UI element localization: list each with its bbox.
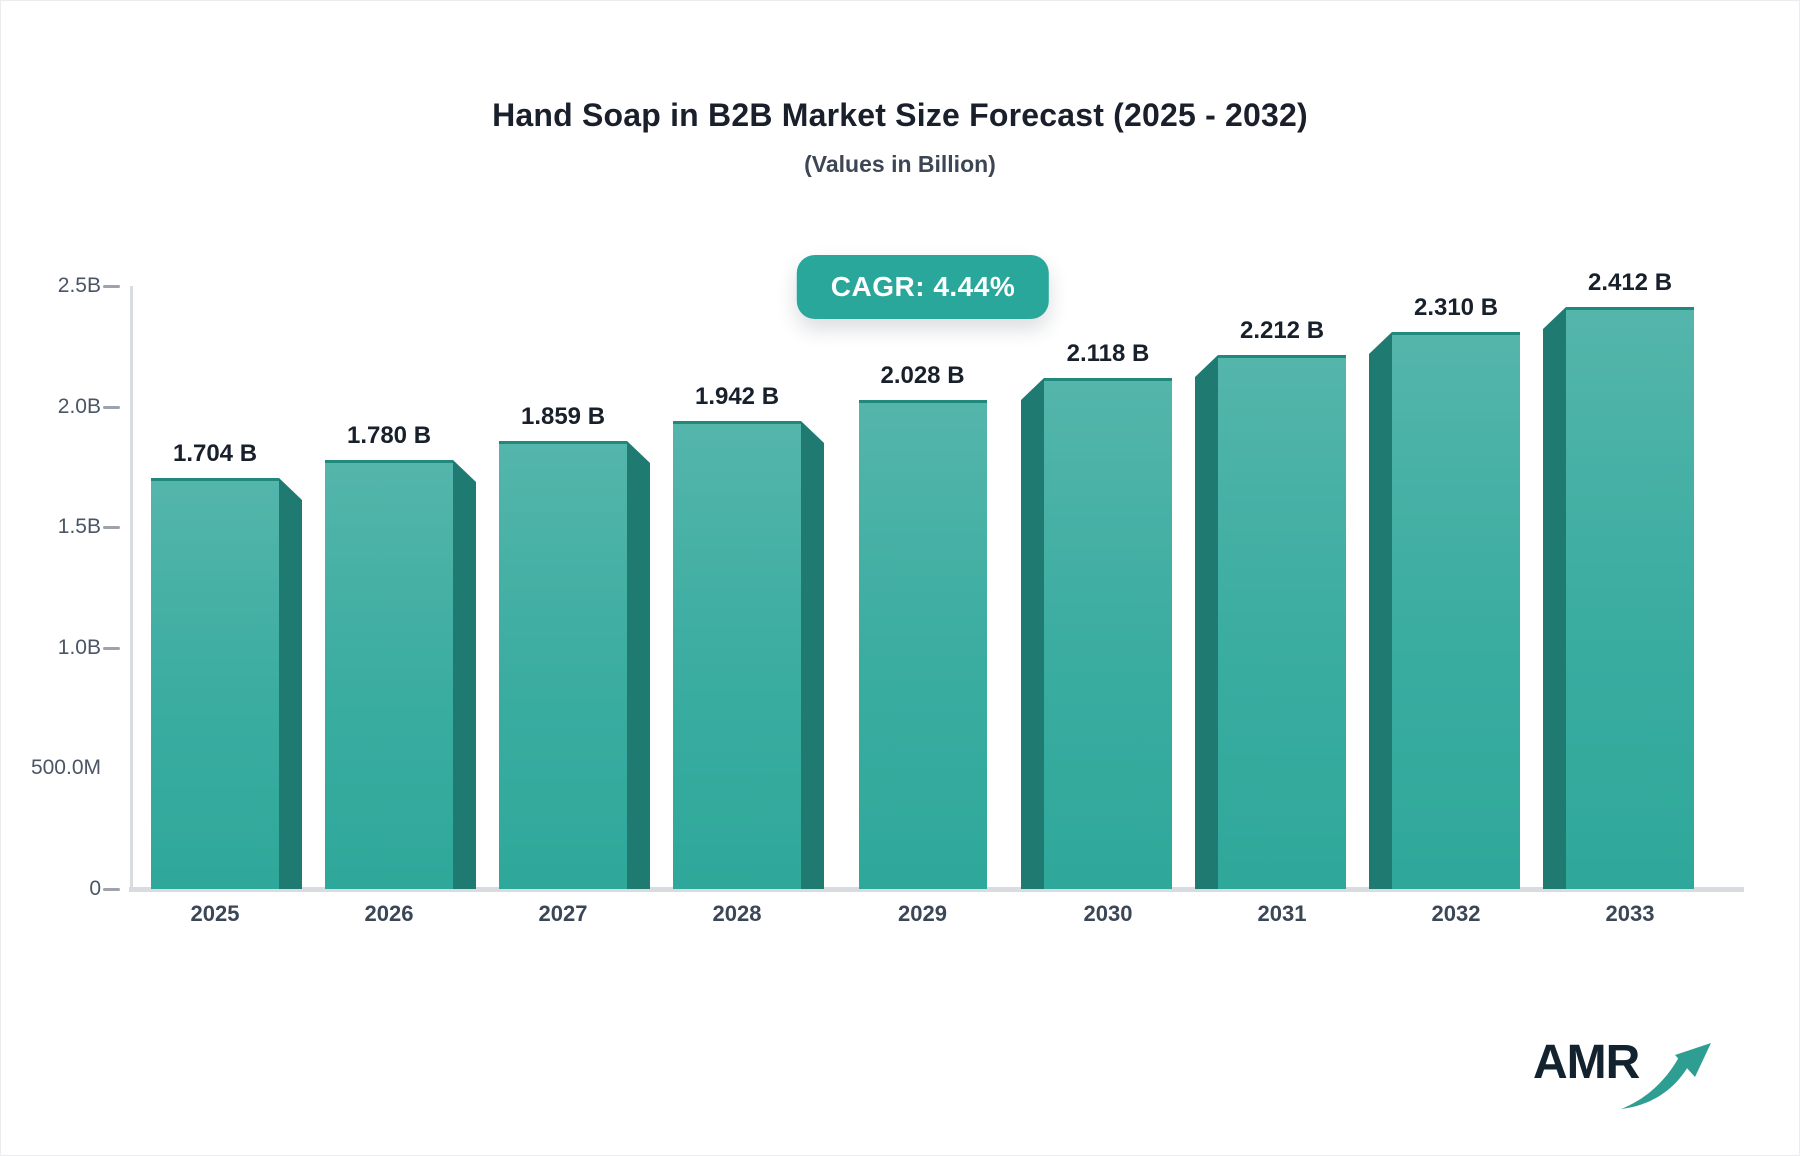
value-label-2030: 2.118 B bbox=[1066, 340, 1150, 367]
y-tick-mark bbox=[103, 646, 120, 650]
bar-2027 bbox=[499, 441, 650, 889]
bars-layer: 1.704 B 2025 1.780 B 2026 1.859 B 2027 1.942 B… bbox=[151, 269, 1694, 926]
bar-side-3d bbox=[1021, 378, 1044, 889]
value-label-2031: 2.212 B bbox=[1239, 317, 1325, 344]
value-label-2032: 2.310 B bbox=[1413, 294, 1499, 321]
x-tick-label-2027: 2027 bbox=[538, 901, 588, 926]
amr-logo: AMR bbox=[1533, 1035, 1753, 1125]
chart-subtitle: (Values in Billion) bbox=[804, 151, 996, 177]
bar-face bbox=[151, 478, 279, 889]
value-label-2028: 1.942 B bbox=[694, 383, 780, 410]
bar-side-3d bbox=[1195, 355, 1218, 889]
value-label-2026: 1.780 B bbox=[346, 422, 432, 449]
y-tick-mark bbox=[103, 405, 120, 409]
bar-face bbox=[499, 441, 627, 889]
bar-side-3d bbox=[1543, 307, 1566, 889]
bar-face bbox=[1218, 355, 1346, 889]
value-label-2029: 2.028 B bbox=[880, 362, 965, 389]
x-tick-label-2028: 2028 bbox=[712, 901, 762, 926]
bar-face bbox=[673, 421, 801, 889]
x-axis-line bbox=[129, 887, 1744, 892]
bar-side-3d bbox=[627, 441, 650, 889]
y-tick-label-1.0B: 1.0B bbox=[57, 635, 101, 659]
bar-face bbox=[325, 460, 453, 889]
y-axis-line bbox=[130, 286, 133, 889]
chart-title: Hand Soap in B2B Market Size Forecast (2… bbox=[492, 97, 1308, 133]
x-tick-label-2026: 2026 bbox=[364, 901, 414, 926]
bar-face bbox=[1044, 378, 1172, 889]
bar-2033 bbox=[1543, 307, 1694, 889]
trend-up-arrow-icon bbox=[1621, 1043, 1711, 1109]
bar-face bbox=[1566, 307, 1694, 889]
y-axis: 2.5B 2.0B 1.5B 1.0B 500.0M 0 bbox=[1, 274, 131, 900]
amr-logo-text: AMR bbox=[1533, 1036, 1640, 1089]
bar-2030 bbox=[1021, 378, 1172, 889]
bar-face bbox=[858, 400, 987, 889]
y-tick-label-0: 0 bbox=[89, 877, 101, 900]
bar-side-3d bbox=[1369, 332, 1392, 889]
x-tick-label-2033: 2033 bbox=[1605, 901, 1655, 926]
bar-2025 bbox=[151, 478, 302, 889]
bar-2032 bbox=[1369, 332, 1520, 889]
bar-2028 bbox=[673, 421, 824, 889]
bar-side-3d bbox=[279, 478, 302, 889]
y-tick-label-1.5B: 1.5B bbox=[57, 515, 101, 539]
x-tick-label-2029: 2029 bbox=[898, 901, 947, 926]
value-label-2027: 1.859 B bbox=[520, 403, 606, 430]
y-tick-label-500.0M: 500.0M bbox=[30, 756, 101, 780]
y-tick-mark bbox=[103, 888, 120, 891]
value-label-2025: 1.704 B bbox=[172, 440, 258, 467]
x-tick-label-2031: 2031 bbox=[1257, 901, 1307, 926]
bar-2029 bbox=[858, 400, 987, 889]
y-tick-label-2.0B: 2.0B bbox=[57, 394, 101, 418]
x-tick-label-2032: 2032 bbox=[1431, 901, 1481, 926]
value-label-2033: 2.412 B bbox=[1587, 269, 1673, 296]
x-tick-label-2025: 2025 bbox=[190, 901, 240, 926]
bar-2031 bbox=[1195, 355, 1346, 889]
x-tick-label-2030: 2030 bbox=[1083, 901, 1133, 926]
bar-face bbox=[1392, 332, 1520, 889]
bar-side-3d bbox=[453, 460, 476, 889]
y-tick-mark bbox=[103, 526, 120, 530]
bar-side-3d bbox=[801, 421, 824, 889]
bar-2026 bbox=[325, 460, 476, 889]
cagr-badge: CAGR: 4.44% bbox=[796, 255, 1050, 319]
y-tick-mark bbox=[103, 285, 120, 288]
y-tick-label-2.5B: 2.5B bbox=[57, 274, 101, 297]
